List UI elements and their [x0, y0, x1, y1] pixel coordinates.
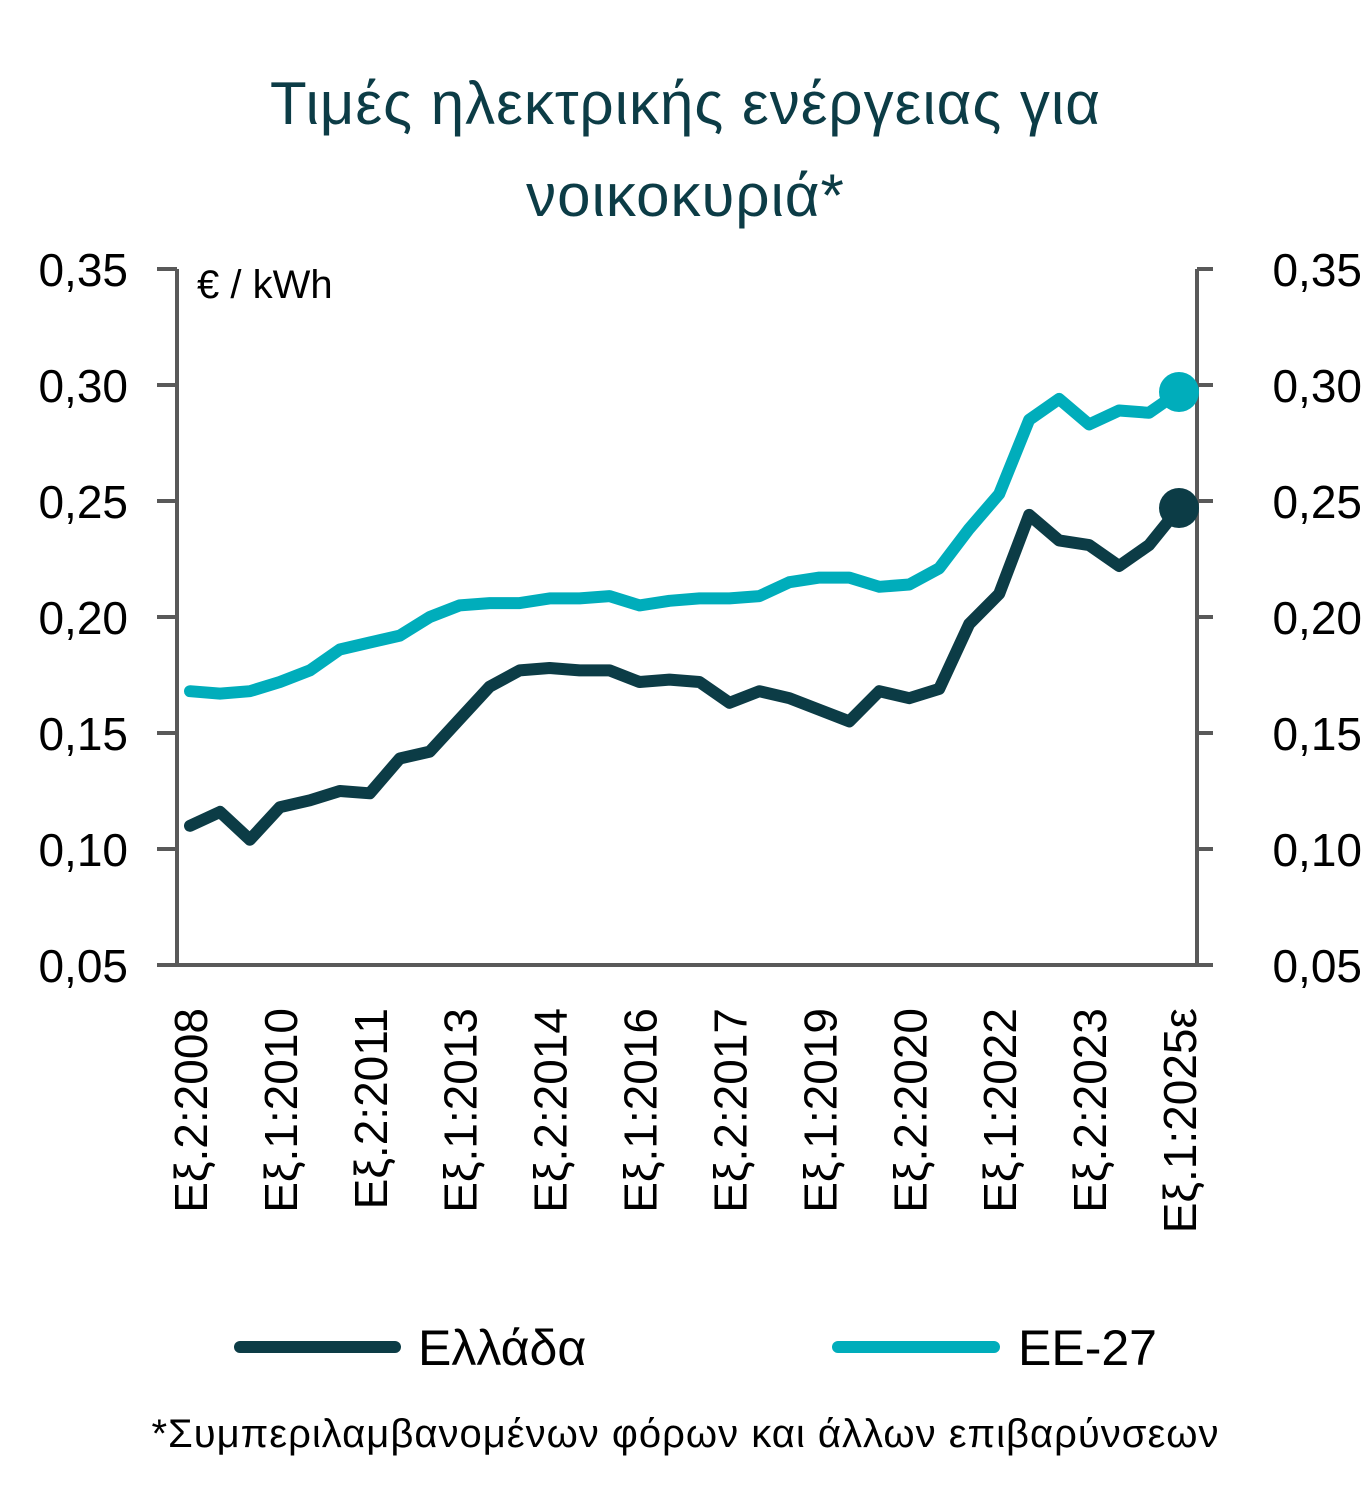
y-tick-label-left: 0,35: [38, 244, 128, 296]
x-tick-label: Εξ.2:2011: [345, 1008, 397, 1209]
x-tick-label: Εξ.2:2020: [884, 1008, 936, 1213]
x-tick-label: Εξ.1:2010: [255, 1008, 307, 1213]
x-tick-label: Εξ.1:2019: [794, 1008, 846, 1213]
y-tick-label-left: 0,15: [38, 708, 128, 760]
series-end-marker: [1159, 371, 1199, 412]
x-tick-label: Εξ.2:2014: [525, 1008, 577, 1213]
x-tick-label: Εξ.1:2013: [435, 1008, 487, 1213]
y-tick-label-left: 0,10: [38, 824, 128, 876]
chart-title: Τιμές ηλεκτρικής ενέργειας για νοικοκυρι…: [0, 58, 1371, 242]
x-tick-label: Εξ.1:2022: [974, 1008, 1026, 1213]
y-tick-label-left: 0,30: [38, 360, 128, 412]
series-end-marker: [1159, 487, 1199, 528]
x-tick-label: Εξ.1:2025ε: [1154, 1008, 1206, 1233]
y-tick-label-left: 0,20: [38, 592, 128, 644]
line-chart: 0,05 0,05 0,10 0,10 0,15 0,15 0,20 0,20 0,25 0,25…: [38, 244, 1362, 1376]
series-line: [184, 502, 1185, 846]
y-tick-label-left: 0,05: [38, 940, 128, 992]
unit-label: € / kWh: [197, 263, 333, 307]
y-tick-label-right: 0,30: [1272, 360, 1362, 412]
x-tick-label: Εξ.2:2023: [1064, 1008, 1116, 1213]
series-line: [184, 386, 1185, 700]
y-tick-label-right: 0,10: [1272, 824, 1362, 876]
x-tick-label: Εξ.2:2008: [165, 1008, 217, 1213]
legend-label: ΕΕ-27: [1018, 1320, 1157, 1376]
chart-title-line-2: νοικοκυριά*: [526, 162, 845, 229]
chart-title-line-1: Τιμές ηλεκτρικής ενέργειας για: [270, 70, 1101, 137]
y-tick-label-left: 0,25: [38, 476, 128, 528]
y-tick-label-right: 0,15: [1272, 708, 1362, 760]
footnote: *Συμπεριλαμβανομένων φόρων και άλλων επι…: [151, 1412, 1220, 1456]
x-tick-label: Εξ.2:2017: [704, 1008, 756, 1213]
y-tick-label-right: 0,25: [1272, 476, 1362, 528]
y-tick-label-right: 0,20: [1272, 592, 1362, 644]
x-tick-label: Εξ.1:2016: [615, 1008, 667, 1213]
y-tick-label-right: 0,05: [1272, 940, 1362, 992]
y-tick-label-right: 0,35: [1272, 244, 1362, 296]
legend-label: Ελλάδα: [418, 1320, 586, 1376]
